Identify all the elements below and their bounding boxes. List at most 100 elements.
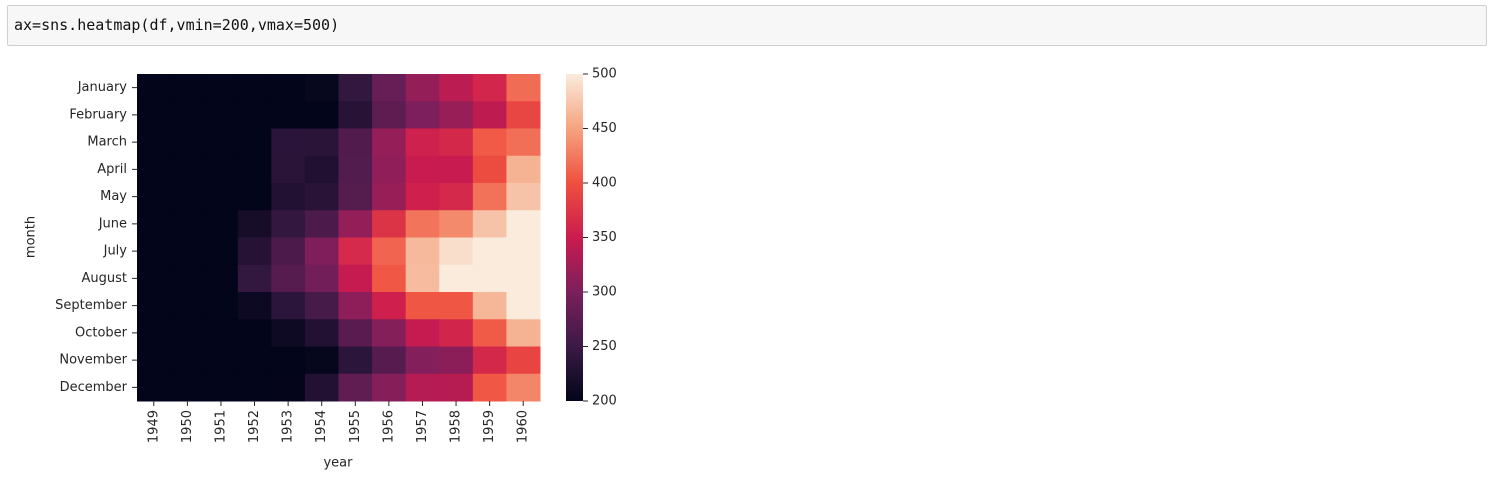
heat-cell — [372, 373, 407, 402]
code-text[interactable]: ax=sns.heatmap(df,vmin=200,vmax=500) — [14, 16, 340, 34]
heat-cell — [372, 264, 407, 293]
heat-cell — [338, 101, 373, 129]
x-tick-label: 1957 — [415, 410, 430, 443]
heat-cell — [338, 155, 373, 184]
heat-cell — [372, 319, 407, 347]
heat-cell — [304, 292, 339, 320]
heat-cell — [472, 101, 507, 129]
heat-cell — [237, 319, 272, 347]
x-tick-label: 1960 — [516, 410, 531, 443]
heat-cell — [170, 210, 205, 238]
heat-cell — [506, 264, 541, 293]
heat-cell — [372, 346, 407, 375]
heat-cell — [472, 210, 507, 238]
heat-cell — [237, 237, 272, 266]
heat-cell — [405, 373, 440, 402]
heat-cell — [439, 373, 474, 402]
heat-cell — [237, 183, 272, 211]
y-tick-label: December — [60, 380, 128, 395]
heat-cell — [137, 237, 172, 266]
heat-cell — [372, 183, 407, 211]
heat-cell — [506, 74, 541, 102]
y-tick-label: January — [77, 80, 128, 95]
heat-cell — [204, 373, 239, 402]
colorbar-tick-label: 400 — [592, 176, 617, 191]
heat-cell — [204, 237, 239, 266]
heat-cell — [472, 292, 507, 320]
heat-cell — [137, 101, 172, 129]
heat-cell — [439, 74, 474, 102]
heat-cell — [372, 101, 407, 129]
code-cell[interactable]: ax=sns.heatmap(df,vmin=200,vmax=500) — [7, 5, 1487, 46]
heat-cell — [204, 128, 239, 157]
heat-cell — [304, 237, 339, 266]
heat-cell — [506, 155, 541, 184]
y-tick-label: March — [87, 135, 127, 150]
x-tick-label: 1955 — [348, 410, 363, 443]
heat-cell — [170, 101, 205, 129]
x-tick-label: 1958 — [449, 410, 464, 443]
y-tick-label: September — [55, 298, 128, 313]
heat-cell — [271, 264, 306, 293]
heat-cell — [137, 264, 172, 293]
heat-cell — [405, 346, 440, 375]
x-axis-label: year — [323, 456, 353, 471]
heat-cell — [237, 155, 272, 184]
x-tick-label: 1956 — [381, 410, 396, 443]
heat-cell — [304, 210, 339, 238]
x-tick-label: 1949 — [146, 410, 161, 443]
heat-cell — [237, 373, 272, 402]
y-tick-label: October — [75, 325, 128, 340]
heat-cell — [472, 373, 507, 402]
heat-cell — [439, 346, 474, 375]
heat-cell — [237, 292, 272, 320]
heat-cell — [439, 237, 474, 266]
heat-cell — [338, 373, 373, 402]
heat-cell — [405, 128, 440, 157]
heat-cell — [506, 346, 541, 375]
heat-cell — [137, 155, 172, 184]
heat-cell — [405, 155, 440, 184]
heat-cell — [338, 264, 373, 293]
y-tick-label: July — [103, 244, 128, 259]
heat-cell — [338, 183, 373, 211]
heat-cell — [472, 237, 507, 266]
heat-cell — [170, 237, 205, 266]
heat-cell — [405, 210, 440, 238]
colorbar-tick-label: 500 — [592, 67, 617, 82]
y-tick-label: February — [69, 107, 127, 122]
heat-cell — [170, 319, 205, 347]
heat-cell — [237, 346, 272, 375]
heat-cell — [304, 183, 339, 211]
heat-cell — [204, 319, 239, 347]
y-axis-label: month — [24, 216, 39, 258]
heat-cell — [271, 210, 306, 238]
heat-cell — [439, 264, 474, 293]
heat-cell — [170, 155, 205, 184]
heat-cell — [472, 264, 507, 293]
heat-cell — [304, 319, 339, 347]
heat-cell — [137, 292, 172, 320]
heat-cell — [304, 74, 339, 102]
x-tick-label: 1950 — [180, 410, 195, 443]
colorbar-tick-label: 300 — [592, 285, 617, 300]
heat-cell — [439, 292, 474, 320]
heat-cell — [472, 346, 507, 375]
heat-cell — [137, 210, 172, 238]
heat-cell — [170, 373, 205, 402]
heat-cell — [338, 128, 373, 157]
colorbar-tick-label: 200 — [592, 394, 617, 409]
heat-cell — [372, 237, 407, 266]
heat-cell — [439, 210, 474, 238]
heat-cell — [338, 237, 373, 266]
heat-cell — [237, 101, 272, 129]
heat-cell — [338, 346, 373, 375]
heat-cell — [372, 74, 407, 102]
heat-cell — [204, 74, 239, 102]
heat-cell — [304, 155, 339, 184]
heat-cell — [506, 128, 541, 157]
heat-cell — [204, 183, 239, 211]
heat-cell — [472, 155, 507, 184]
heat-cell — [237, 74, 272, 102]
